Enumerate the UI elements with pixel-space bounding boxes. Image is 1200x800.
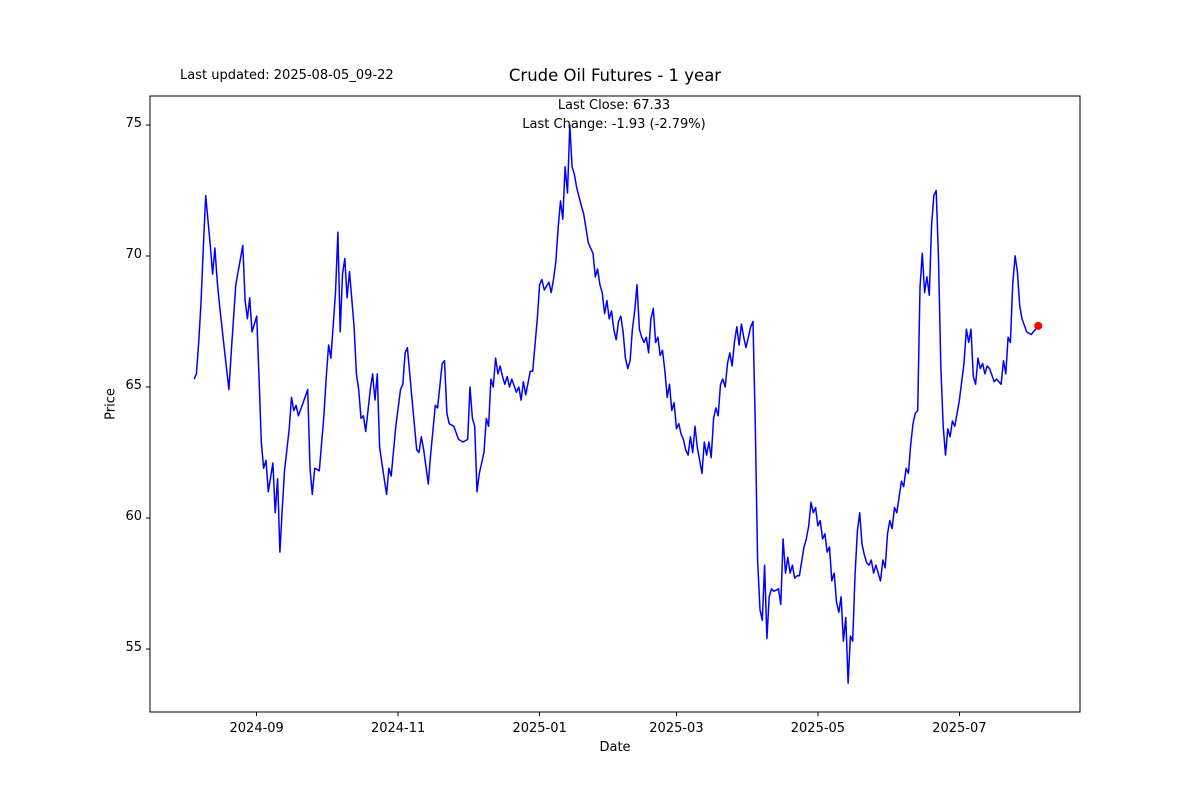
x-tick-label: 2025-03 bbox=[649, 721, 704, 736]
last-updated-label: Last updated: 2025-08-05_09-22 bbox=[180, 68, 394, 83]
plot-border bbox=[149, 95, 1081, 713]
y-tick-label: 75 bbox=[125, 115, 142, 131]
x-tick-label: 2024-11 bbox=[370, 721, 426, 736]
y-tick-label: 55 bbox=[125, 640, 142, 656]
y-tick-label: 65 bbox=[125, 377, 142, 393]
y-tick-label: 70 bbox=[125, 246, 142, 262]
x-tick-label: 2025-01 bbox=[512, 721, 567, 736]
x-tick-label: 2024-09 bbox=[229, 721, 284, 736]
chart-title: Crude Oil Futures - 1 year bbox=[508, 66, 722, 85]
chart-subtitle: Last Close: 67.33 Last Change: -1.93 (-2… bbox=[522, 96, 705, 134]
y-tick-label: 60 bbox=[125, 509, 142, 525]
last-price-marker bbox=[1034, 321, 1043, 330]
x-tick-label: 2025-05 bbox=[790, 721, 846, 736]
x-tick-label: 2025-07 bbox=[932, 721, 987, 736]
x-axis-label: Date bbox=[599, 740, 631, 755]
price-line bbox=[193, 124, 1039, 684]
last-close-label: Last Close: 67.33 bbox=[557, 98, 671, 113]
last-change-label: Last Change: -1.93 (-2.79%) bbox=[522, 117, 706, 132]
